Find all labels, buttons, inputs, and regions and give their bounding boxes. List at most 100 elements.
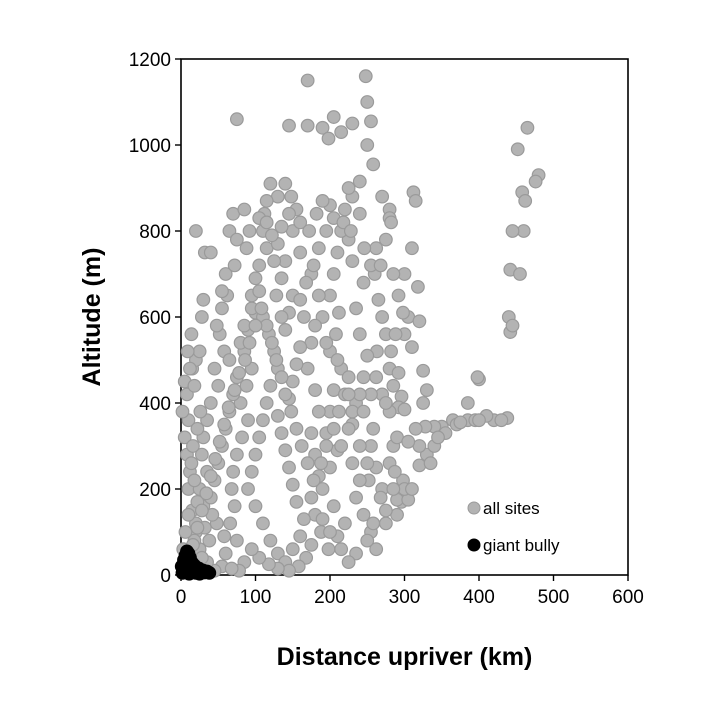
data-point [209,318,224,333]
legend-marker-all-sites [467,501,481,515]
data-point [177,430,192,445]
data-point [264,228,279,243]
data-point [412,458,427,473]
data-point [405,482,419,496]
data-point [274,219,289,234]
data-point [408,193,423,208]
data-point [338,202,352,217]
data-point [396,305,410,320]
data-point [227,258,242,273]
data-point [366,157,381,172]
x-axis-title: Distance upriver (km) [277,643,533,671]
data-point [345,116,360,131]
data-point [278,443,293,458]
data-point [237,202,252,217]
x-tick-label: 300 [389,587,421,608]
data-point [349,546,363,561]
series-all-sites [175,69,546,578]
data-point [314,456,328,471]
data-point [384,215,398,230]
data-point [349,301,363,316]
legend-label-giant-bully: giant bully [483,536,560,555]
data-point [343,224,358,238]
x-tick-label: 100 [240,587,272,608]
data-point [241,413,255,428]
y-axis-title: Altitude (m) [78,248,106,387]
data-point [349,490,363,505]
data-point [215,301,229,316]
data-point [178,525,193,539]
data-point [356,275,371,290]
data-point [336,215,351,230]
data-point [375,310,390,324]
data-point [248,447,263,462]
data-point [188,224,203,238]
data-point [264,335,279,350]
data-point [423,456,438,471]
data-point [405,340,419,355]
data-point [360,456,375,471]
data-point [315,120,330,135]
data-point [386,267,401,281]
data-point [345,254,360,269]
data-point [513,267,527,281]
data-point [326,267,341,281]
data-point [334,439,349,453]
data-point [378,516,393,531]
data-point [387,464,402,479]
data-point [294,439,309,453]
data-point [186,439,200,453]
data-point [341,181,356,195]
data-point [203,469,218,484]
y-tick-label: 0 [160,566,171,587]
data-point [190,421,205,436]
data-point [470,370,485,385]
data-point [289,421,304,436]
data-point [391,288,406,303]
data-point [183,361,197,376]
data-point [262,557,276,572]
data-point [330,245,345,260]
data-point [224,561,239,576]
data-point [184,327,199,342]
data-point [378,396,393,410]
data-point [269,353,284,367]
data-point [215,284,229,299]
data-point [300,118,315,133]
data-point [505,318,520,333]
data-point [405,241,419,256]
data-point [341,370,356,385]
data-point [184,456,199,471]
data-point [341,555,356,569]
data-point [285,542,300,557]
x-tick-label: 200 [314,587,346,608]
data-point [371,292,386,307]
data-point [180,387,194,402]
data-point [364,114,378,129]
data-point [229,447,244,462]
data-point [282,206,296,221]
data-point [223,516,238,531]
data-point [274,271,289,286]
data-point [259,193,274,208]
data-point [267,254,282,269]
data-point [270,409,285,423]
legend-label-all-sites: all sites [483,499,540,518]
data-point [494,413,509,428]
data-point [248,318,263,333]
data-point [304,426,319,441]
data-point [416,396,431,410]
data-point [408,421,423,436]
data-point [311,288,326,303]
data-point [520,120,535,135]
data-point [412,314,427,329]
data-point [341,387,356,402]
data-point [252,430,267,445]
data-point [282,118,296,133]
data-point [386,378,401,393]
data-point [252,550,267,565]
y-tick-label: 600 [139,308,171,329]
data-point [332,404,346,419]
data-point [202,533,217,548]
